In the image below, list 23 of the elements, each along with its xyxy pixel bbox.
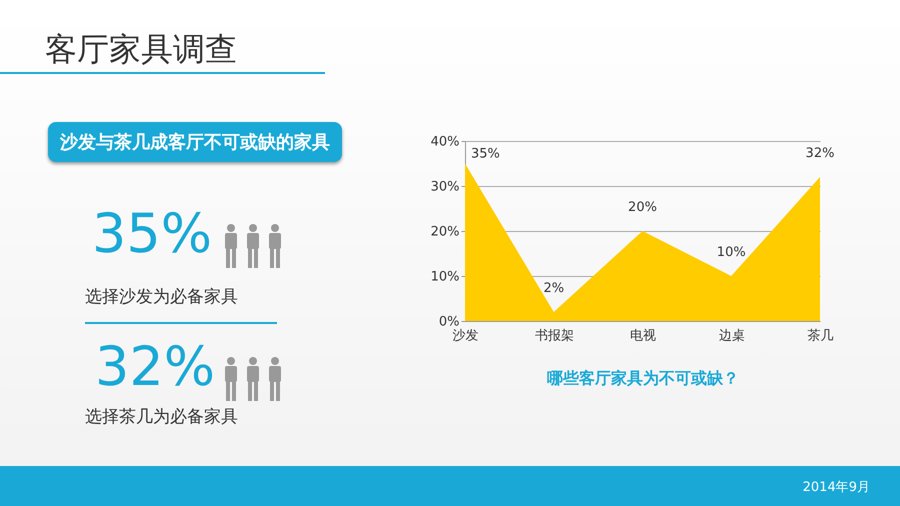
y-tick-label: 0% (438, 314, 460, 330)
data-label: 32% (806, 146, 834, 161)
y-tick-label: 30% (430, 180, 460, 194)
x-axis-title: 哪些客厅家具为不可或缺？ (547, 368, 739, 388)
x-tick-label: 电视 (630, 328, 656, 344)
data-label: 35% (471, 146, 500, 162)
text: 客厅家具调查 (45, 29, 237, 70)
data-label: 10% (716, 245, 746, 260)
text: 32% (95, 335, 216, 398)
text: 沙发与茶几成客厅不可或缺的家具 (48, 122, 342, 162)
text: 2014年9月 (802, 479, 870, 496)
x-tick-label: 茶几 (808, 328, 834, 344)
data-label: 20% (628, 200, 657, 215)
y-tick-label: 10% (430, 270, 460, 284)
data-label: 2% (543, 281, 564, 296)
x-tick-label: 沙发 (452, 328, 478, 344)
text: 选择沙发为必备家具 (85, 286, 238, 308)
x-tick-label: 书报架 (534, 328, 574, 344)
x-tick-label: 边桌 (718, 328, 745, 344)
text: 选择茶几为必备家具 (85, 406, 238, 428)
text: 35% (92, 202, 212, 265)
y-tick-label: 20% (430, 224, 460, 240)
y-tick-label: 40% (430, 134, 460, 150)
